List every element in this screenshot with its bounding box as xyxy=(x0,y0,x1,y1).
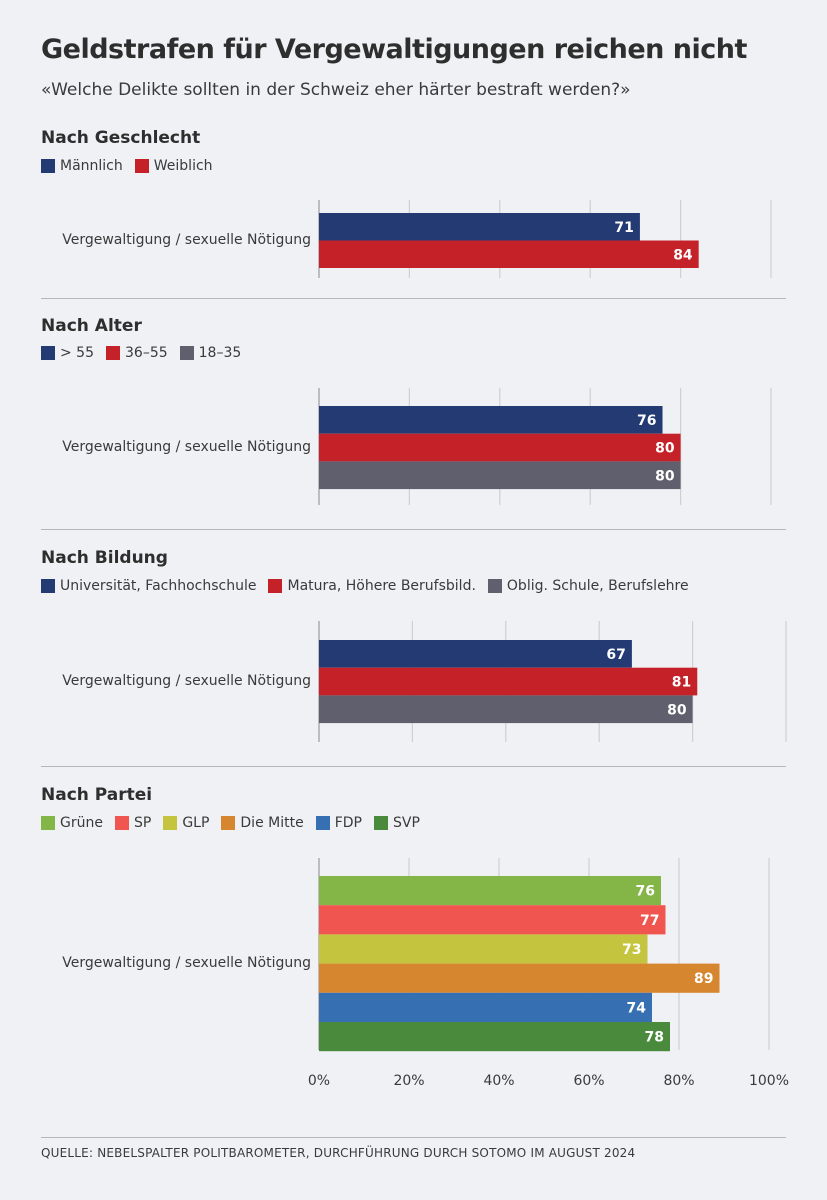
data-label: 84 xyxy=(673,247,693,263)
bar xyxy=(319,640,632,668)
bar xyxy=(319,240,699,268)
bar xyxy=(319,1022,670,1052)
legend-swatch xyxy=(221,816,236,830)
legend-item: FDP xyxy=(315,815,362,831)
legend-item: SVP xyxy=(373,815,420,831)
legend-label: Grüne xyxy=(60,815,103,831)
panel-title: Nach Bildung xyxy=(41,548,168,568)
legend: Universität, Fachhochschule Matura, Höher… xyxy=(41,578,689,594)
section-divider xyxy=(41,766,786,767)
legend-item: Grüne xyxy=(41,815,103,831)
legend-item: > 55 xyxy=(41,345,94,361)
x-tick-label: 80% xyxy=(663,1073,694,1089)
bar xyxy=(319,213,640,241)
bar xyxy=(319,876,661,906)
section-divider xyxy=(41,298,786,299)
bar xyxy=(319,934,648,964)
category-label: Vergewaltigung / sexuelle Nötigung xyxy=(62,954,311,971)
legend-item: 18–35 xyxy=(179,345,242,361)
data-label: 76 xyxy=(637,413,656,429)
x-tick-label: 20% xyxy=(393,1073,424,1089)
legend-swatch xyxy=(134,159,149,173)
legend-swatch xyxy=(487,579,502,593)
legend-label: Die Mitte xyxy=(240,815,304,831)
legend: Grüne SP GLP Die Mitte FDP SVP xyxy=(41,815,420,831)
data-label: 78 xyxy=(645,1030,664,1046)
legend-label: Männlich xyxy=(60,158,123,174)
legend-swatch xyxy=(179,346,194,360)
data-label: 80 xyxy=(655,441,675,457)
bar xyxy=(319,992,652,1022)
legend-label: Matura, Höhere Berufsbild. xyxy=(287,578,476,594)
legend-item: Männlich xyxy=(41,158,123,174)
footer-divider xyxy=(41,1137,786,1138)
data-label: 67 xyxy=(606,647,625,663)
source-note: QUELLE: NEBELSPALTER POLITBAROMETER, DUR… xyxy=(41,1146,636,1160)
data-label: 77 xyxy=(640,913,659,929)
legend-label: SVP xyxy=(392,815,420,831)
legend-item: Weiblich xyxy=(134,158,213,174)
legend-item: GLP xyxy=(163,815,209,831)
category-label: Vergewaltigung / sexuelle Nötigung xyxy=(62,231,311,248)
data-label: 73 xyxy=(622,942,641,958)
legend-label: Universität, Fachhochschule xyxy=(60,578,257,594)
legend-label: 36–55 xyxy=(125,345,168,361)
legend-swatch xyxy=(114,816,129,830)
legend-label: FDP xyxy=(334,815,362,831)
legend-swatch xyxy=(106,346,120,360)
data-label: 80 xyxy=(667,702,687,718)
legend-item: 36–55 xyxy=(106,345,168,361)
legend: Männlich Weiblich xyxy=(41,158,213,174)
category-label: Vergewaltigung / sexuelle Nötigung xyxy=(62,438,311,455)
bar xyxy=(319,667,698,696)
category-label: Vergewaltigung / sexuelle Nötigung xyxy=(62,672,311,689)
bar xyxy=(319,406,663,434)
panel-title: Nach Alter xyxy=(41,316,142,336)
bar xyxy=(319,963,720,993)
legend-swatch xyxy=(373,816,388,830)
x-tick-label: 40% xyxy=(483,1073,514,1089)
legend-item: Matura, Höhere Berufsbild. xyxy=(268,578,476,594)
legend-label: > 55 xyxy=(60,345,94,361)
section-divider xyxy=(41,529,786,530)
panel-title: Nach Partei xyxy=(41,785,153,805)
legend-item: Universität, Fachhochschule xyxy=(41,578,256,594)
legend-swatch xyxy=(41,579,55,593)
panel-title: Nach Geschlecht xyxy=(41,128,201,148)
data-label: 80 xyxy=(655,468,675,484)
legend-item: Oblig. Schule, Berufslehre xyxy=(487,578,689,594)
data-label: 89 xyxy=(694,971,713,987)
bar xyxy=(319,461,681,490)
legend-swatch xyxy=(41,159,55,173)
legend-swatch xyxy=(268,579,283,593)
chart-subtitle: «Welche Delikte sollten in der Schweiz e… xyxy=(41,80,631,100)
legend-label: 18–35 xyxy=(198,345,242,361)
legend: > 55 36–55 18–35 xyxy=(41,345,241,361)
x-tick-label: 0% xyxy=(308,1073,330,1089)
bar xyxy=(319,905,666,935)
data-label: 76 xyxy=(636,884,655,900)
legend-label: Weiblich xyxy=(153,158,213,174)
legend-label: Oblig. Schule, Berufslehre xyxy=(506,578,689,594)
data-label: 71 xyxy=(614,220,633,236)
data-label: 81 xyxy=(672,675,691,691)
legend-swatch xyxy=(163,816,178,830)
legend-item: SP xyxy=(114,815,152,831)
data-label: 74 xyxy=(627,1000,647,1016)
x-tick-label: 60% xyxy=(573,1073,604,1089)
bar xyxy=(319,433,681,462)
legend-item: Die Mitte xyxy=(221,815,304,831)
bar xyxy=(319,695,693,724)
chart-title: Geldstrafen für Vergewaltigungen reichen… xyxy=(41,34,747,65)
legend-label: SP xyxy=(133,815,152,831)
legend-swatch xyxy=(41,816,55,830)
legend-swatch xyxy=(315,816,330,830)
legend-swatch xyxy=(41,346,55,360)
x-tick-label: 100% xyxy=(749,1073,789,1089)
legend-label: GLP xyxy=(182,815,210,831)
